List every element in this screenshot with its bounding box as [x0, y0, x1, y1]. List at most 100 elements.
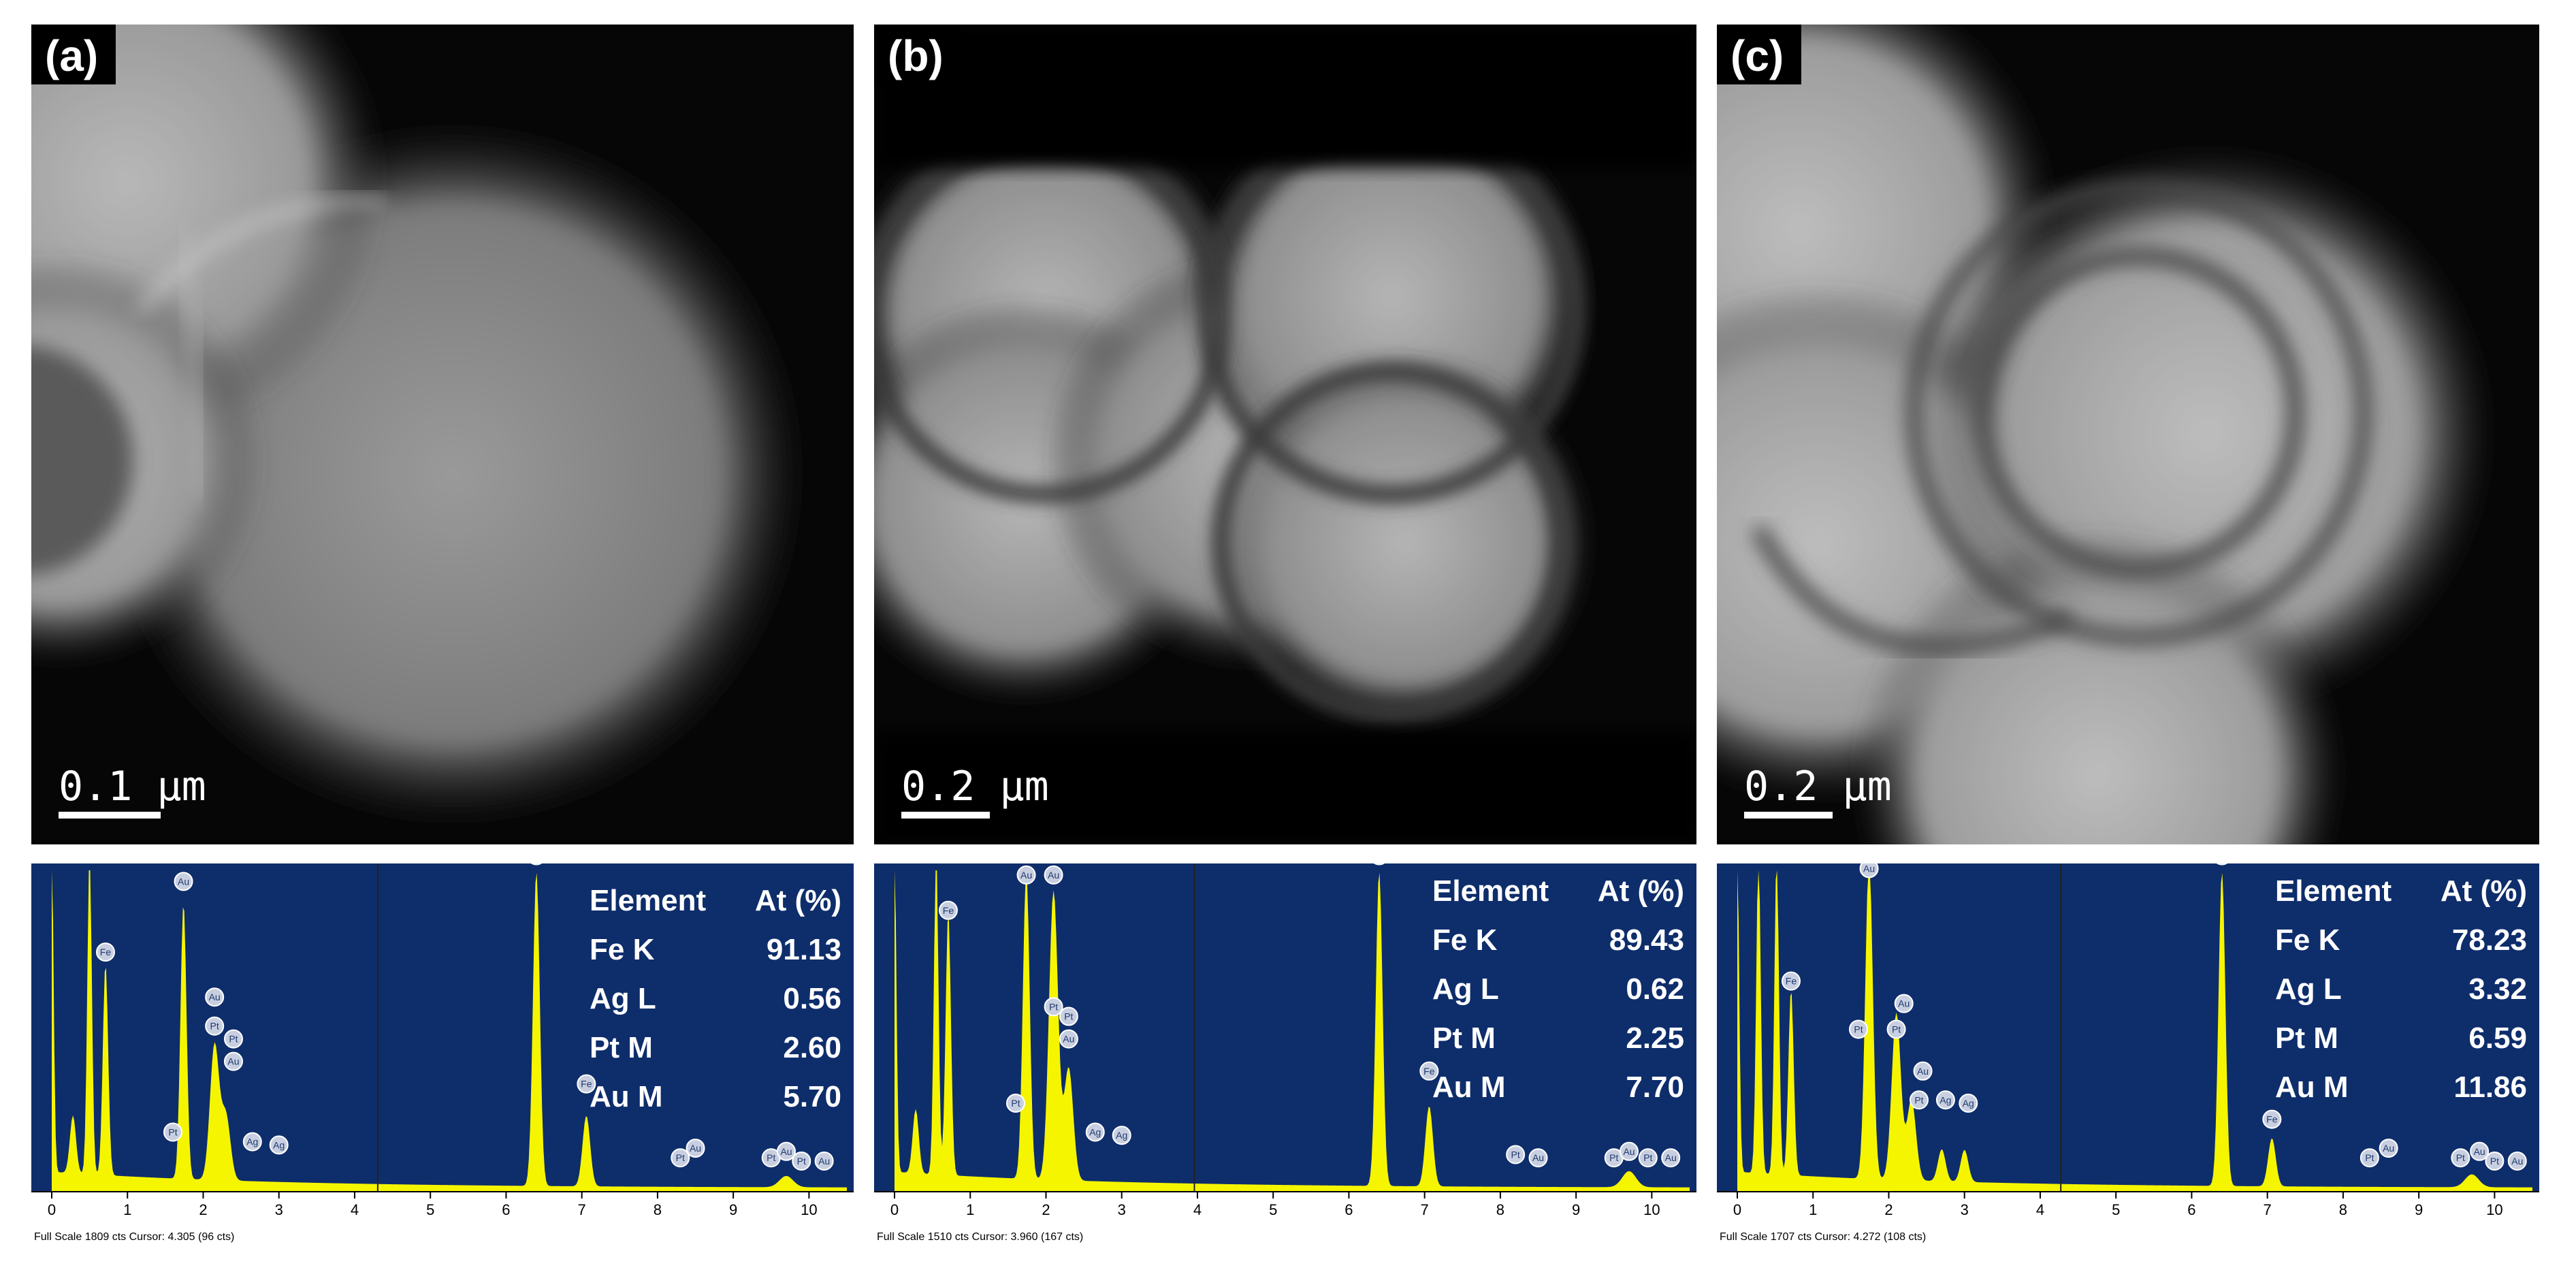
- peak-label: Au: [1059, 1029, 1078, 1049]
- peak-label-text: Fe: [100, 947, 112, 957]
- row-element: Ag L: [590, 982, 656, 1015]
- peak-label-text: Au: [1063, 1034, 1074, 1045]
- peak-label: Fe: [1373, 863, 1385, 866]
- peak-label-text: Au: [818, 1156, 830, 1167]
- peak-label-text: Pt: [229, 1034, 238, 1045]
- x-tick-label: 4: [2036, 1201, 2044, 1218]
- row-value: 89.43: [1609, 923, 1684, 957]
- peak-marker: [1848, 1019, 1868, 1039]
- x-tick-label: 10: [2486, 1201, 2502, 1218]
- peak-label: Au: [2507, 1151, 2527, 1171]
- peak-label: Au: [174, 872, 193, 891]
- peak-marker: [1909, 1090, 1929, 1110]
- peak-label: Pt: [1005, 1094, 1025, 1113]
- peak-label-text: Au: [2474, 1146, 2485, 1157]
- peak-marker: [1886, 1019, 1906, 1039]
- table-row: Fe K 78.23: [2275, 923, 2534, 972]
- peak-label-text: Pt: [1064, 1011, 1073, 1022]
- peak-label-text: Au: [1048, 870, 1059, 881]
- panel-label-b: (b): [874, 25, 961, 84]
- peak-label: Pt: [1909, 1090, 1929, 1110]
- header-element-b: Element: [1432, 874, 1549, 908]
- spectrum-footer-c: Full Scale 1707 cts Cursor: 4.272 (108 c…: [1720, 1231, 1927, 1243]
- x-tick-label: 0: [890, 1201, 899, 1218]
- x-tick-label: 3: [1961, 1201, 1969, 1218]
- peak-label-text: Au: [2511, 1156, 2523, 1167]
- table-header-b: Element At (%): [1432, 874, 1691, 923]
- peak-label: Au: [2470, 1141, 2490, 1161]
- panel-c: (c) 0.2 µm AuFeAuPtPtAuPtAgAgFeFePtAuPtA…: [1717, 0, 2539, 1285]
- peak-label-text: Pt: [1892, 1024, 1901, 1034]
- peak-label-text: Au: [1020, 870, 1032, 881]
- peak-label: Au: [205, 987, 225, 1007]
- x-tick-label: 10: [801, 1201, 817, 1218]
- peak-marker: [814, 1151, 834, 1171]
- peak-label: Au: [1528, 1148, 1548, 1168]
- peak-label: Ag: [1112, 1126, 1131, 1145]
- peak-label: Fe: [95, 942, 115, 962]
- x-tick-label: 6: [1345, 1201, 1353, 1218]
- header-value-a: At (%): [754, 884, 841, 917]
- peak-label-text: Au: [1623, 1146, 1635, 1157]
- row-value: 5.70: [783, 1080, 841, 1113]
- peak-label: Au: [814, 1151, 834, 1171]
- spectrum-footer-b: Full Scale 1510 cts Cursor: 3.960 (167 c…: [877, 1231, 1084, 1243]
- x-tick-label: 2: [1042, 1201, 1050, 1218]
- peak-marker: [2216, 863, 2227, 866]
- peak-label-text: Pt: [767, 1152, 775, 1163]
- peak-label: Ag: [1085, 1122, 1105, 1142]
- peak-marker: [530, 863, 542, 866]
- peak-label-text: Pt: [797, 1156, 806, 1167]
- peak-label-text: Pt: [1914, 1094, 1923, 1105]
- x-tick-label: 10: [1643, 1201, 1660, 1218]
- x-tick-label: 5: [2112, 1201, 2120, 1218]
- table-header-a: Element At (%): [590, 884, 848, 933]
- eds-plot-b: Au Au Fe Pt Pt Au Pt Ag Ag Fe Fe Pt Au Pt Au Pt Au 0 1 2 3 4 5…: [874, 863, 1696, 1218]
- peak-label: Ag: [269, 1135, 289, 1155]
- peak-label-text: Pt: [1643, 1152, 1652, 1163]
- peak-marker: [1373, 863, 1385, 866]
- peak-label: Fe: [1419, 1061, 1439, 1081]
- peak-label-text: Ag: [1089, 1126, 1101, 1137]
- peak-label: Au: [1620, 1141, 1639, 1161]
- x-tick-label: 2: [199, 1201, 207, 1218]
- peak-marker: [242, 1132, 262, 1152]
- peak-marker: [223, 1029, 243, 1049]
- peak-label-text: Au: [690, 1143, 701, 1154]
- row-element: Au M: [2275, 1070, 2349, 1104]
- header-element-a: Element: [590, 884, 707, 917]
- tem-micrograph-c: [1717, 25, 2539, 844]
- peak-marker: [205, 987, 225, 1007]
- peak-label: Pt: [163, 1122, 182, 1142]
- peak-label: Ag: [242, 1132, 262, 1152]
- table-row: Ag L 3.32: [2275, 972, 2534, 1021]
- row-element: Ag L: [2275, 972, 2342, 1006]
- peak-marker: [2379, 1139, 2398, 1158]
- peak-label-text: Ag: [1963, 1098, 1974, 1109]
- x-tick-label: 8: [1496, 1201, 1504, 1218]
- peak-label: Pt: [1848, 1019, 1868, 1039]
- peak-label-text: Au: [209, 991, 221, 1002]
- row-element: Pt M: [2275, 1021, 2338, 1055]
- header-value-b: At (%): [1597, 874, 1684, 908]
- peak-marker: [1894, 994, 1914, 1013]
- peak-label-text: Au: [178, 876, 189, 887]
- tem-image-b: (b) 0.2 µm: [874, 25, 1696, 844]
- row-value: 2.60: [783, 1031, 841, 1064]
- header-value-c: At (%): [2440, 874, 2527, 908]
- peak-marker: [1959, 1094, 1978, 1113]
- row-value: 2.25: [1626, 1021, 1684, 1055]
- peak-label-text: Fe: [1786, 976, 1797, 987]
- peak-label: Pt: [671, 1148, 690, 1168]
- peak-marker: [1059, 1029, 1078, 1049]
- peak-label: Au: [777, 1141, 796, 1161]
- eds-spectrum-a: Au Fe Au Pt Pt Au Pt Ag Ag Fe Fe Pt Au Pt Au Pt Au 0 1 2 3 4 5…: [31, 863, 854, 1272]
- peak-marker: [938, 900, 958, 920]
- eds-plot-a: Au Fe Au Pt Pt Au Pt Ag Ag Fe Fe Pt Au Pt Au Pt Au 0 1 2 3 4 5…: [31, 863, 854, 1218]
- spectrum-footer-a: Full Scale 1809 cts Cursor: 4.305 (96 ct…: [34, 1231, 235, 1243]
- x-tick-label: 1: [966, 1201, 974, 1218]
- peak-label-text: Ag: [273, 1139, 285, 1150]
- peak-label: Pt: [1886, 1019, 1906, 1039]
- peak-marker: [1781, 971, 1801, 991]
- header-element-c: Element: [2275, 874, 2392, 908]
